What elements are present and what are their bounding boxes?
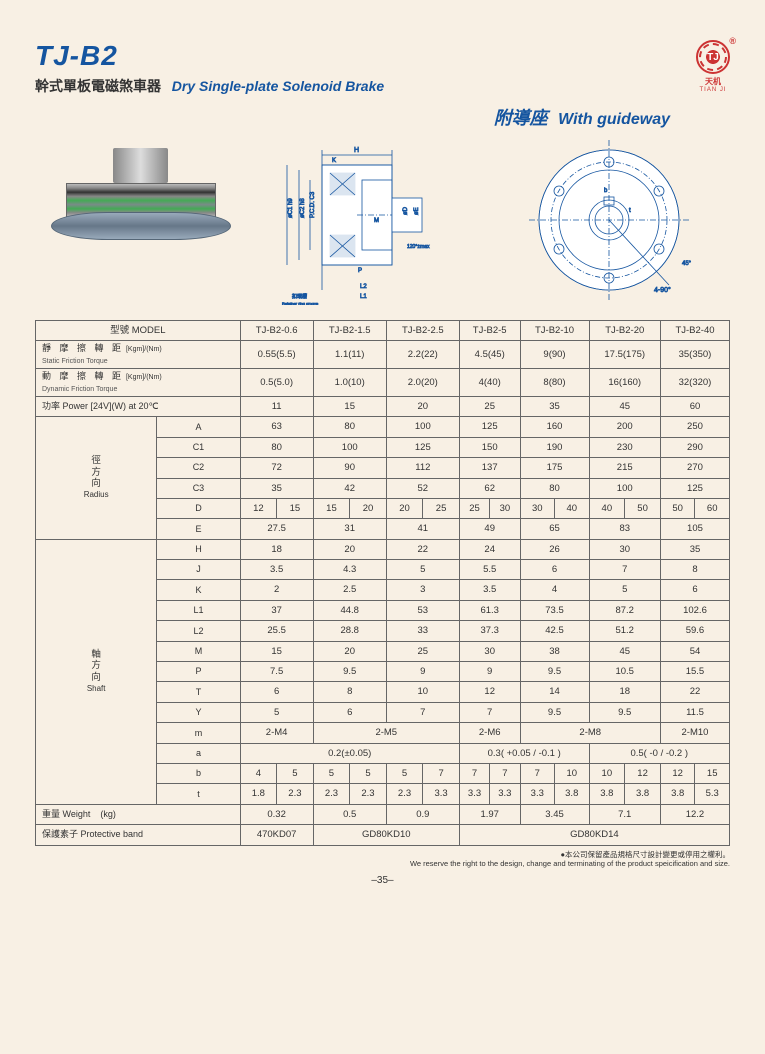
svg-text:45°: 45° — [682, 261, 692, 267]
svg-text:P: P — [358, 268, 362, 274]
table-row: 動 摩 擦 轉 距 [Kgm]/(Nm)Dynamic Friction Tor… — [36, 369, 730, 397]
brand-logo: TJ 天机 TIAN JI — [696, 40, 730, 93]
guideway-cn: 附導座 — [494, 108, 548, 128]
subtitle: 幹式單板電磁煞車器 Dry Single-plate Solenoid Brak… — [35, 76, 384, 96]
footer-note: ●本公司保留產品規格尺寸設計變更或停用之權利。 We reserve the r… — [35, 850, 730, 870]
model-col: TJ-B2-1.5 — [313, 321, 386, 341]
row-label: 保護素子 Protective band — [36, 825, 241, 845]
table-row: 軸方向ShaftH18202224263035 — [36, 539, 730, 559]
svg-text:P.C.D. C3: P.C.D. C3 — [310, 191, 316, 218]
note-en: We reserve the right to the design, chan… — [410, 859, 730, 868]
logo-icon: TJ — [696, 40, 730, 74]
row-label: 功率 Power [24V](W) at 20℃ — [36, 396, 241, 416]
svg-text:M: M — [374, 218, 379, 224]
note-cn: ●本公司保留產品規格尺寸設計變更或停用之權利。 — [560, 850, 730, 859]
top-drawing: 4-90° 45° b t — [504, 140, 714, 305]
svg-text:øC1 h9: øC1 h9 — [288, 198, 294, 218]
logo-cn: 天机 — [696, 76, 730, 87]
guideway-title: 附導座 With guideway — [35, 104, 670, 130]
table-row: 徑方向RadiusA6380100125160200250 — [36, 417, 730, 437]
row-label: 靜 摩 擦 轉 距 [Kgm]/(Nm)Static Friction Torq… — [36, 341, 241, 369]
table-row: 靜 摩 擦 轉 距 [Kgm]/(Nm)Static Friction Torq… — [36, 341, 730, 369]
row-label: 動 摩 擦 轉 距 [Kgm]/(Nm)Dynamic Friction Tor… — [36, 369, 241, 397]
group-radius: 徑方向Radius — [36, 417, 157, 539]
product-photo — [51, 148, 231, 298]
section-drawing: H K øC1 h9 øC2 h8 P.C.D. C3 M øD øE P 12… — [262, 140, 472, 305]
svg-text:扣環槽: 扣環槽 — [292, 293, 307, 300]
model-col: TJ-B2-40 — [660, 321, 729, 341]
model-header: 型號 MODEL — [36, 321, 241, 341]
table-row: 功率 Power [24V](W) at 20℃11152025354560 — [36, 396, 730, 416]
svg-text:L1: L1 — [360, 294, 367, 300]
table-row: 保護素子 Protective band470KD07GD80KD10GD80K… — [36, 825, 730, 845]
page: TJ-B2 幹式單板電磁煞車器 Dry Single-plate Solenoi… — [0, 0, 765, 906]
row-label: 重量 Weight (kg) — [36, 804, 241, 824]
guideway-en: With guideway — [558, 111, 670, 128]
svg-text:L2: L2 — [360, 284, 367, 290]
group-shaft: 軸方向Shaft — [36, 539, 157, 804]
model-title: TJ-B2 — [35, 40, 384, 72]
svg-text:K: K — [332, 158, 336, 164]
spec-table: 型號 MODELTJ-B2-0.6TJ-B2-1.5TJ-B2-2.5TJ-B2… — [35, 320, 730, 846]
svg-text:Retainer ring groove: Retainer ring groove — [282, 301, 319, 305]
model-col: TJ-B2-20 — [589, 321, 660, 341]
subtitle-en: Dry Single-plate Solenoid Brake — [172, 78, 384, 94]
model-col: TJ-B2-0.6 — [240, 321, 313, 341]
model-col: TJ-B2-5 — [459, 321, 520, 341]
table-row: 重量 Weight (kg)0.320.50.91.973.457.112.2 — [36, 804, 730, 824]
figures-row: H K øC1 h9 øC2 h8 P.C.D. C3 M øD øE P 12… — [35, 135, 730, 310]
logo-en: TIAN JI — [696, 87, 730, 93]
svg-text:4-90°: 4-90° — [654, 286, 671, 294]
svg-text:øD: øD — [403, 206, 409, 215]
title-block: TJ-B2 幹式單板電磁煞車器 Dry Single-plate Solenoi… — [35, 40, 384, 96]
svg-text:H: H — [354, 147, 359, 154]
model-col: TJ-B2-10 — [520, 321, 589, 341]
svg-text:øE: øE — [414, 207, 420, 215]
subtitle-cn: 幹式單板電磁煞車器 — [35, 78, 161, 94]
page-number: –35– — [35, 875, 730, 886]
header: TJ-B2 幹式單板電磁煞車器 Dry Single-plate Solenoi… — [35, 40, 730, 96]
svg-text:120°±max: 120°±max — [407, 244, 430, 250]
table-row: 型號 MODELTJ-B2-0.6TJ-B2-1.5TJ-B2-2.5TJ-B2… — [36, 321, 730, 341]
svg-text:øC2 h8: øC2 h8 — [300, 198, 306, 218]
model-col: TJ-B2-2.5 — [386, 321, 459, 341]
